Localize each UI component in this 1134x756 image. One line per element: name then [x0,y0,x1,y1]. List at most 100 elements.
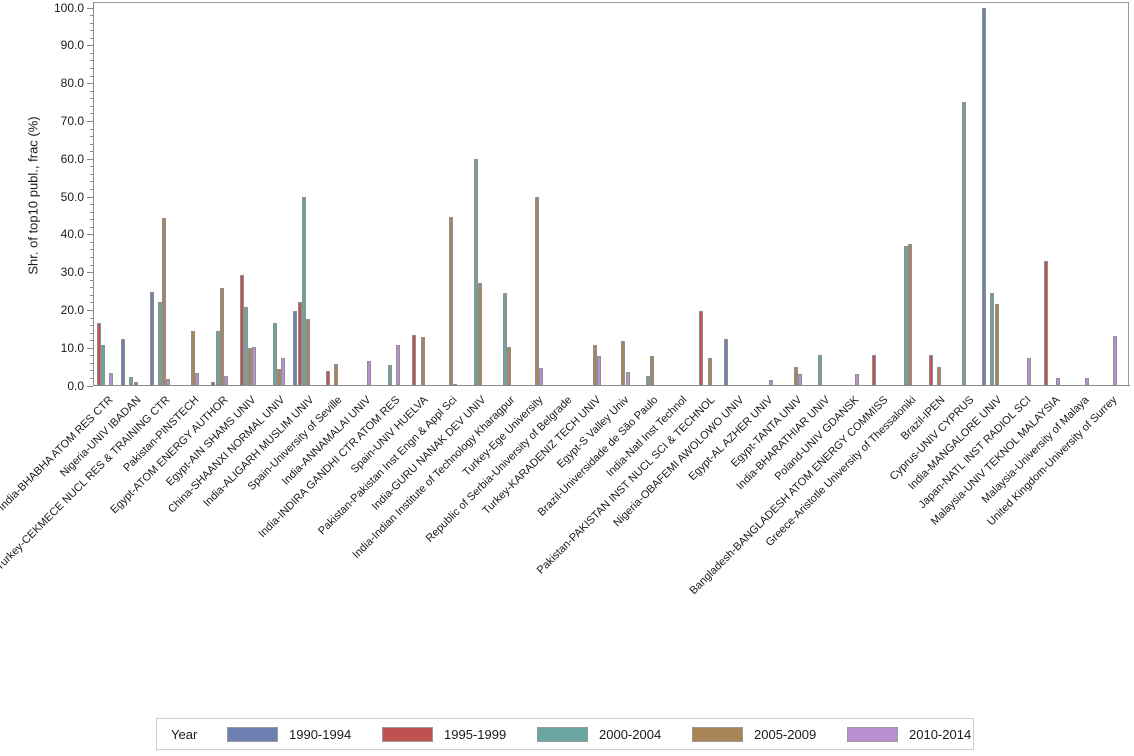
bar-2005-2009-group-22 [707,357,712,386]
y-minor-tick [90,325,93,326]
bar-1995-1999-group-8 [297,302,302,386]
y-tick-label: 60.0 [60,151,84,166]
y-minor-tick [90,219,93,221]
bar-2000-2004-group-1 [100,344,105,386]
y-minor-tick [90,37,93,39]
bar-2000-2004-group-2 [129,376,134,386]
legend-swatch-2005-2009 [692,727,743,742]
y-axis-line [93,2,94,386]
bar-2000-2004-group-26 [818,354,823,386]
bar-2010-2014-group-5 [223,376,228,386]
y-minor-tick [90,15,93,17]
y-minor-tick [90,188,93,190]
bar-2005-2009-group-6 [248,348,253,386]
y-minor-tick [90,294,93,296]
bar-1995-1999-group-12 [412,334,417,386]
bar-2005-2009-group-20 [650,356,655,386]
y-minor-tick [90,113,93,115]
legend-swatch-2000-2004 [537,727,588,742]
bar-2010-2014-group-25 [797,374,802,386]
bar-2000-2004-group-15 [502,292,507,386]
bar-2010-2014-group-24 [769,379,773,386]
y-minor-tick [90,211,93,213]
y-minor-tick [90,181,93,183]
bar-1990-1994-group-23 [723,338,728,386]
y-minor-tick [90,287,93,289]
y-minor-tick [90,98,93,100]
y-tick [87,272,93,274]
bar-2010-2014-group-11 [395,344,400,386]
bar-2005-2009-group-7 [277,369,281,386]
y-minor-tick [90,241,93,243]
y-minor-tick [90,355,93,357]
legend-label-1990-1994: 1990-1994 [289,727,352,742]
y-minor-tick [90,377,93,379]
y-minor-tick [90,332,93,334]
bar-2010-2014-group-18 [596,356,601,386]
bar-1995-1999-group-6 [240,275,245,386]
y-minor-tick [90,143,93,145]
bar-2005-2009-group-14 [477,283,482,386]
y-tick-label: 30.0 [60,265,84,280]
legend-swatch-1995-1999 [382,727,433,742]
bar-2010-2014-group-35 [1084,377,1089,386]
bar-1990-1994-group-2 [121,339,126,386]
bar-2000-2004-group-7 [272,323,277,386]
y-minor-tick [90,249,93,251]
y-minor-tick [90,302,93,304]
y-minor-tick [90,264,93,266]
y-minor-tick [90,151,93,153]
bar-2000-2004-group-20 [646,376,650,386]
legend-label-2010-2014: 2010-2014 [909,727,972,742]
bar-2000-2004-group-32 [990,292,995,386]
bar-1990-1994-group-32 [982,7,987,386]
bar-2005-2009-group-30 [937,367,942,386]
legend-title: Year [171,727,198,742]
bar-2010-2014-group-19 [625,371,630,386]
y-minor-tick [90,173,93,175]
bar-2005-2009-group-9 [334,363,339,386]
y-tick [87,385,93,387]
y-tick-label: 50.0 [60,189,84,204]
y-minor-tick [90,128,93,130]
bar-1995-1999-group-9 [326,370,331,386]
bar-2000-2004-group-6 [244,307,249,386]
y-tick [87,7,93,9]
bar-2005-2009-group-2 [133,382,138,386]
y-tick-label: 0.0 [67,378,84,393]
bar-2005-2009-group-8 [305,318,310,386]
legend-swatch-2010-2014 [847,727,898,742]
y-tick [87,45,93,47]
bar-1995-1999-group-22 [699,311,704,386]
bar-2010-2014-group-16 [539,367,544,386]
y-tick-label: 90.0 [60,38,84,53]
bar-1990-1994-group-3 [149,291,154,386]
y-tick [87,158,93,160]
y-tick-label: 10.0 [60,340,84,355]
y-tick [87,196,93,198]
legend: Year 1990-1994 1995-1999 2000-2004 2005-200… [156,718,974,750]
bar-2005-2009-group-25 [793,367,798,386]
bar-2010-2014-group-13 [453,384,458,386]
bar-2005-2009-group-32 [994,304,999,386]
bar-2000-2004-group-14 [473,158,478,386]
legend-label-2000-2004: 2000-2004 [599,727,662,742]
bar-2005-2009-group-13 [449,216,454,386]
y-minor-tick [90,60,93,62]
bar-2010-2014-group-1 [108,373,113,386]
y-minor-tick [90,52,93,54]
bar-2005-2009-group-4 [190,331,195,386]
y-tick [87,120,93,122]
bar-1995-1999-group-34 [1043,260,1048,386]
y-tick-label: 100.0 [53,0,84,15]
bar-2010-2014-group-6 [252,346,257,386]
y-tick-label: 80.0 [60,76,84,91]
bar-2000-2004-group-11 [387,364,392,386]
y-minor-tick [90,30,93,32]
y-minor-tick [90,226,93,228]
y-minor-tick [90,279,93,281]
bar-1995-1999-group-5 [211,382,216,386]
y-tick-label: 40.0 [60,227,84,242]
y-tick [87,83,93,85]
y-tick [87,309,93,311]
